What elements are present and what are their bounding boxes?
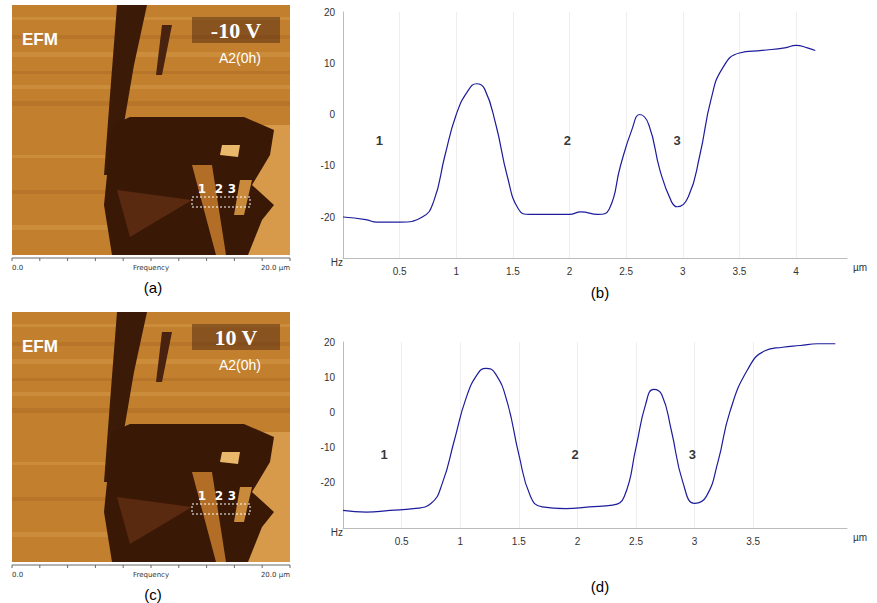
svg-text:0: 0 [329,407,335,418]
svg-text:20.0 µm: 20.0 µm [261,264,290,272]
svg-text:EFM: EFM [22,337,58,356]
svg-text:3: 3 [689,447,696,462]
svg-text:2: 2 [564,133,571,148]
svg-text:-10: -10 [321,160,336,171]
svg-text:-10: -10 [321,442,336,453]
svg-text:1: 1 [453,266,459,277]
svg-text:µm: µm [853,262,867,273]
svg-text:-20: -20 [321,212,336,223]
svg-text:1: 1 [198,489,206,503]
svg-text:1.5: 1.5 [506,266,520,277]
svg-text:EFM: EFM [22,30,58,49]
svg-text:3.5: 3.5 [732,266,746,277]
svg-text:4: 4 [793,266,799,277]
svg-text:3: 3 [692,536,698,547]
svg-text:-10 V: -10 V [211,18,261,43]
svg-text:A2(0h): A2(0h) [219,357,261,373]
svg-text:0.5: 0.5 [395,536,409,547]
svg-text:0.0: 0.0 [12,571,23,579]
svg-text:20.0 µm: 20.0 µm [261,571,290,579]
svg-text:1: 1 [376,133,383,148]
svg-text:2: 2 [215,182,223,196]
svg-text:1: 1 [380,447,387,462]
svg-text:Hz: Hz [331,527,343,538]
svg-text:2: 2 [571,447,578,462]
svg-text:0.0: 0.0 [12,264,23,272]
svg-text:10: 10 [324,372,336,383]
svg-text:2: 2 [567,266,573,277]
svg-text:2: 2 [575,536,581,547]
svg-text:µm: µm [853,532,867,543]
svg-text:2.5: 2.5 [629,536,643,547]
svg-text:Frequency: Frequency [133,264,169,272]
svg-text:1: 1 [198,182,206,196]
svg-text:3: 3 [228,489,236,503]
svg-text:20: 20 [324,337,336,348]
svg-text:10 V: 10 V [215,325,258,350]
svg-text:10: 10 [324,58,336,69]
svg-text:0: 0 [329,109,335,120]
svg-text:1: 1 [457,536,463,547]
svg-text:(c): (c) [144,586,162,603]
svg-text:3.5: 3.5 [746,536,760,547]
svg-text:20: 20 [324,7,336,18]
svg-text:(d): (d) [591,578,609,595]
svg-text:0.5: 0.5 [393,266,407,277]
svg-text:3: 3 [228,182,236,196]
svg-text:2: 2 [215,489,223,503]
svg-text:3: 3 [680,266,686,277]
svg-text:3: 3 [673,133,680,148]
svg-text:2.5: 2.5 [619,266,633,277]
svg-text:Frequency: Frequency [133,571,169,579]
svg-text:-20: -20 [321,477,336,488]
svg-text:Hz: Hz [331,257,343,268]
svg-text:A2(0h): A2(0h) [219,50,261,66]
svg-text:1.5: 1.5 [512,536,526,547]
svg-text:(a): (a) [144,279,162,296]
svg-text:(b): (b) [591,284,609,301]
